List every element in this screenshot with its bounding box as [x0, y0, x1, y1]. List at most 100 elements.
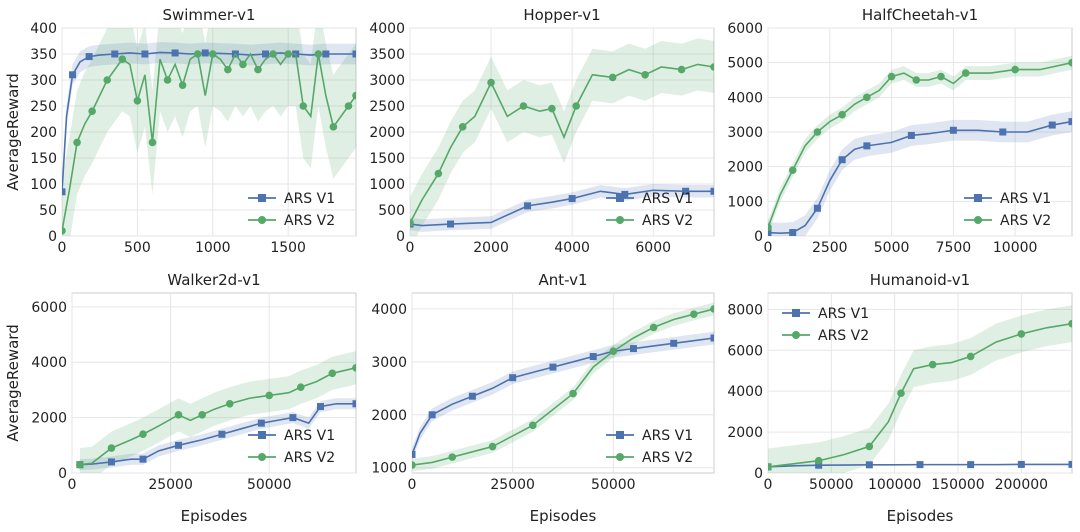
chart-title: Swimmer-v1 — [162, 6, 255, 24]
legend-marker-square — [792, 309, 800, 317]
data-point — [589, 353, 597, 361]
x-tick-label: 0 — [408, 477, 417, 493]
y-tick-label: 0 — [48, 229, 57, 245]
panel-3: 0 1000 2000 3000 4000 5000 6000 0 2500 5000 7500 10… — [727, 6, 1073, 256]
x-tick-label: 5000 — [874, 240, 910, 256]
x-tick-label: 0 — [68, 477, 77, 493]
data-point — [677, 65, 686, 74]
y-tick-label: 2000 — [727, 160, 763, 176]
data-point — [148, 138, 157, 147]
data-point — [609, 347, 618, 356]
data-point — [133, 97, 142, 105]
data-point — [865, 461, 873, 469]
data-point — [428, 411, 436, 419]
data-point — [897, 389, 905, 398]
y-tick-label: 1500 — [369, 151, 405, 167]
data-point — [265, 391, 274, 400]
y-tick-label: 400 — [30, 21, 57, 37]
data-point — [999, 128, 1007, 136]
data-point — [529, 421, 537, 430]
data-point — [519, 102, 528, 110]
data-point — [352, 400, 356, 408]
y-tick-label: 6000 — [727, 21, 763, 37]
data-point — [682, 187, 690, 195]
y-tick-label: 3000 — [371, 355, 407, 371]
x-tick-label: 7500 — [936, 240, 972, 256]
chart-title: Ant-v1 — [538, 271, 587, 289]
legend-label: ARS V2 — [1000, 213, 1051, 229]
y-tick-label: 6000 — [727, 343, 763, 359]
series-line-2 — [62, 52, 356, 231]
series-band-1 — [79, 398, 356, 471]
panel-1: 0 50 100 150 200 250 300 350 400 0 500 1000 1500 Swim… — [4, 6, 357, 256]
y-tick-label: 6000 — [31, 300, 67, 316]
data-point — [863, 93, 871, 102]
data-point — [103, 76, 112, 84]
data-point — [296, 383, 305, 391]
data-point — [218, 430, 226, 438]
data-point — [352, 50, 356, 58]
y-tick-label: 2000 — [371, 408, 407, 424]
data-point — [208, 50, 217, 58]
y-tick-label: 3000 — [727, 125, 763, 141]
chart-title: Humanoid-v1 — [870, 271, 970, 289]
data-point — [548, 104, 556, 113]
data-point — [139, 455, 147, 463]
data-point — [224, 65, 232, 74]
y-tick-label: 4000 — [31, 355, 67, 371]
data-point — [107, 444, 116, 452]
data-point — [239, 60, 247, 69]
legend-marker-square — [616, 194, 624, 202]
y-tick-label: 100 — [30, 177, 57, 193]
x-axis-label: Episodes — [181, 507, 248, 525]
legend: ARS V1 ARS V2 — [964, 191, 1051, 229]
y-tick-label: 5000 — [727, 56, 763, 72]
chart-title: Hopper-v1 — [523, 6, 600, 24]
y-tick-label: 0 — [58, 466, 67, 482]
panel-2: 0 500 1000 1500 2000 2500 3000 3500 4000 0 2000 400… — [369, 6, 715, 256]
data-point — [813, 204, 821, 212]
x-tick-label: 10000 — [993, 240, 1038, 256]
data-point — [621, 190, 629, 198]
y-tick-label: 1000 — [369, 177, 405, 193]
y-tick-label: 0 — [396, 229, 405, 245]
data-point — [458, 123, 467, 131]
plot-area — [410, 38, 714, 236]
data-point — [322, 50, 330, 58]
data-point — [815, 461, 823, 469]
legend-label: ARS V2 — [642, 213, 693, 229]
data-point — [198, 411, 206, 419]
legend: ARS V1 ARS V2 — [606, 428, 693, 466]
data-point — [710, 187, 714, 195]
series-band-2 — [412, 302, 714, 472]
y-tick-label: 4000 — [727, 384, 763, 400]
legend-marker-square — [258, 431, 266, 439]
x-tick-label: 0 — [58, 240, 67, 256]
legend-marker-circle — [616, 216, 624, 224]
x-tick-label: 25000 — [148, 477, 193, 493]
y-axis-label: AverageReward — [4, 324, 22, 441]
legend-marker-circle — [258, 453, 266, 461]
legend-label: ARS V1 — [1000, 191, 1051, 207]
data-point — [768, 223, 772, 232]
x-tick-label: 200000 — [995, 477, 1048, 493]
x-tick-label: 50000 — [247, 477, 292, 493]
data-point — [262, 50, 270, 58]
y-tick-label: 350 — [30, 47, 57, 63]
data-point — [352, 91, 356, 100]
series-band-2 — [768, 305, 1072, 473]
legend-label: ARS V1 — [818, 306, 869, 322]
data-point — [641, 71, 649, 79]
data-point — [289, 414, 297, 422]
data-point — [352, 363, 356, 372]
y-tick-label: 4000 — [369, 21, 405, 37]
legend-label: ARS V1 — [284, 428, 335, 444]
data-point — [344, 102, 353, 110]
x-tick-label: 6000 — [635, 240, 671, 256]
panel-4: 0 2000 4000 6000 0 25000 50000 Walker2d-v1 Avera… — [4, 271, 357, 525]
data-point — [468, 392, 476, 400]
y-tick-label: 2000 — [727, 425, 763, 441]
data-point — [85, 53, 93, 61]
data-point — [1017, 330, 1026, 338]
panel-5: 1000 2000 3000 4000 0 25000 50000 Ant-v1 Episode… — [371, 271, 715, 525]
